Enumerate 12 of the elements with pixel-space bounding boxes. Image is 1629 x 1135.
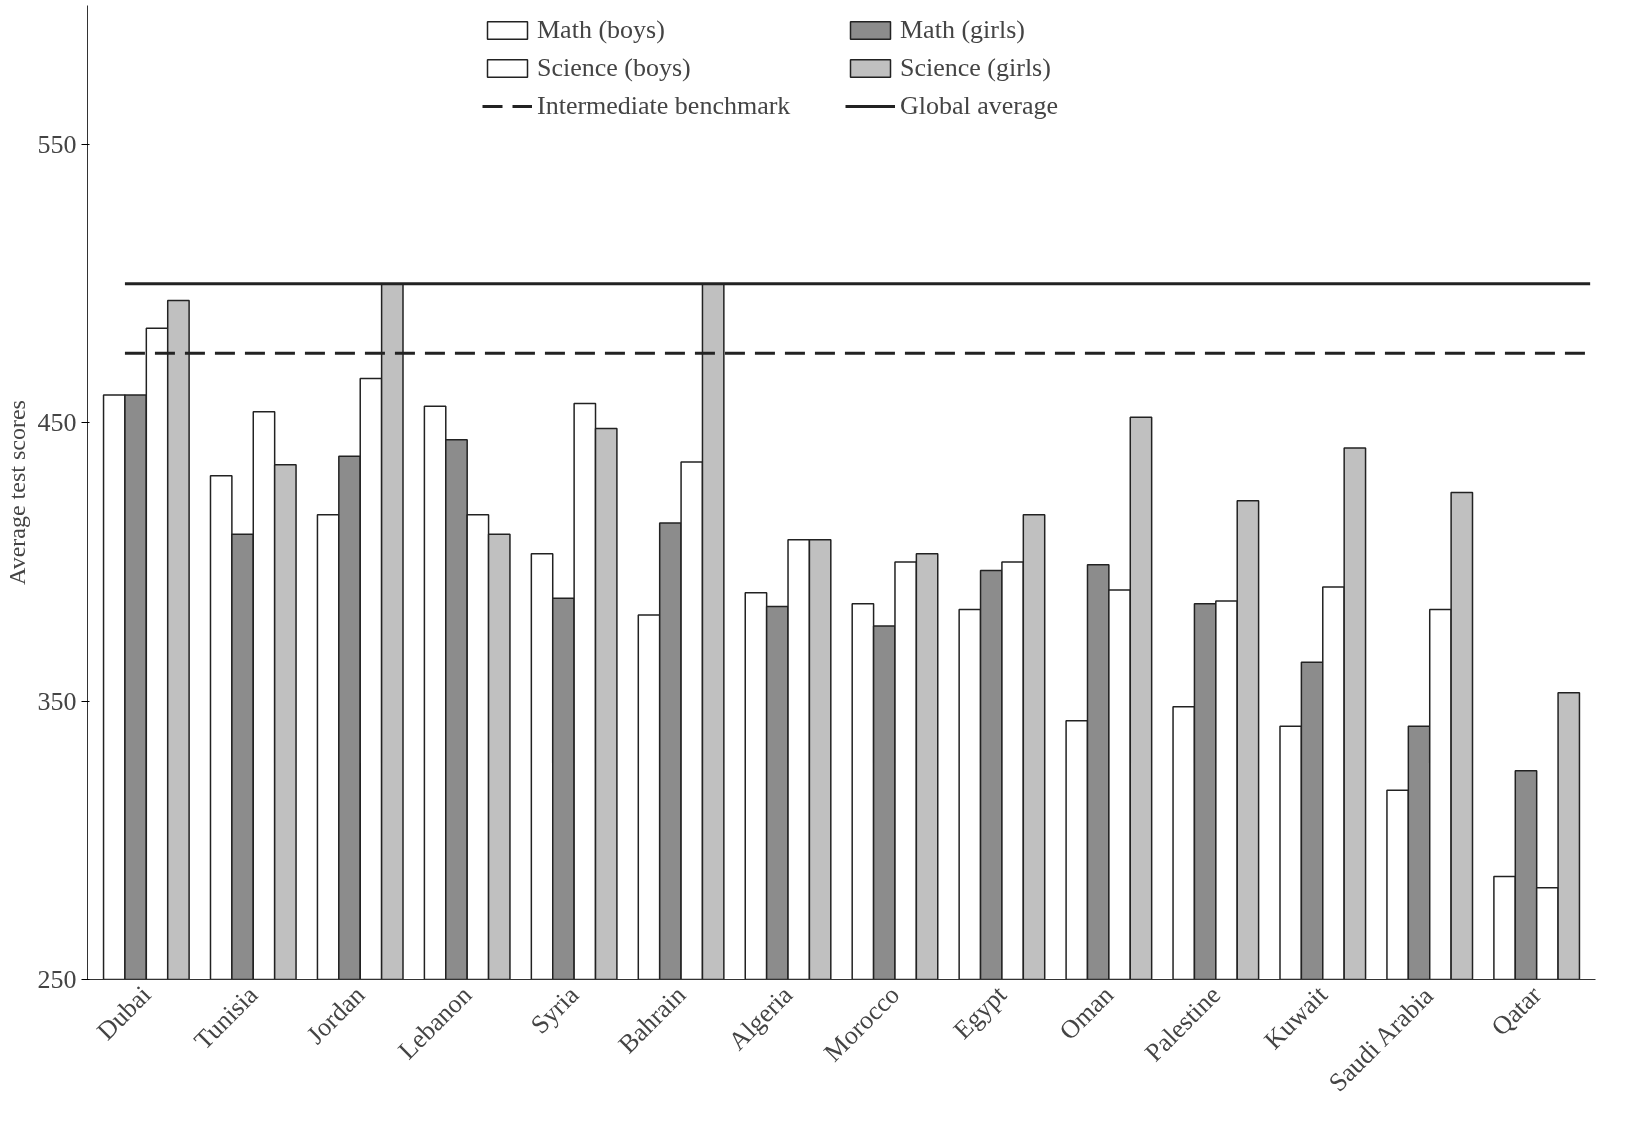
y-tick-label: 350: [37, 686, 77, 716]
legend-label: Global average: [900, 91, 1060, 121]
legend-label: Science (boys): [537, 53, 692, 83]
legend-label: Intermediate benchmark: [537, 91, 792, 121]
legend-label: Science (girls): [900, 53, 1052, 83]
y-axis-title: Average test scores: [3, 400, 30, 585]
y-tick-label: 450: [37, 408, 77, 438]
legend-label: Math (girls): [900, 15, 1026, 45]
legend-label: Math (boys): [537, 15, 666, 45]
x-tick-label: Syria: [525, 979, 585, 1040]
y-tick-label: 550: [37, 130, 77, 160]
y-tick-label: 250: [37, 965, 77, 994]
